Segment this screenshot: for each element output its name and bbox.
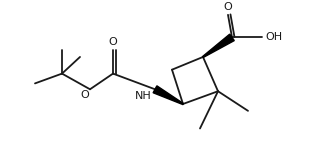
Text: NH: NH	[135, 91, 152, 101]
Text: O: O	[109, 37, 117, 47]
Text: OH: OH	[265, 32, 282, 42]
Text: O: O	[80, 90, 89, 100]
Polygon shape	[153, 86, 183, 104]
Text: O: O	[223, 2, 232, 12]
Polygon shape	[203, 34, 234, 57]
